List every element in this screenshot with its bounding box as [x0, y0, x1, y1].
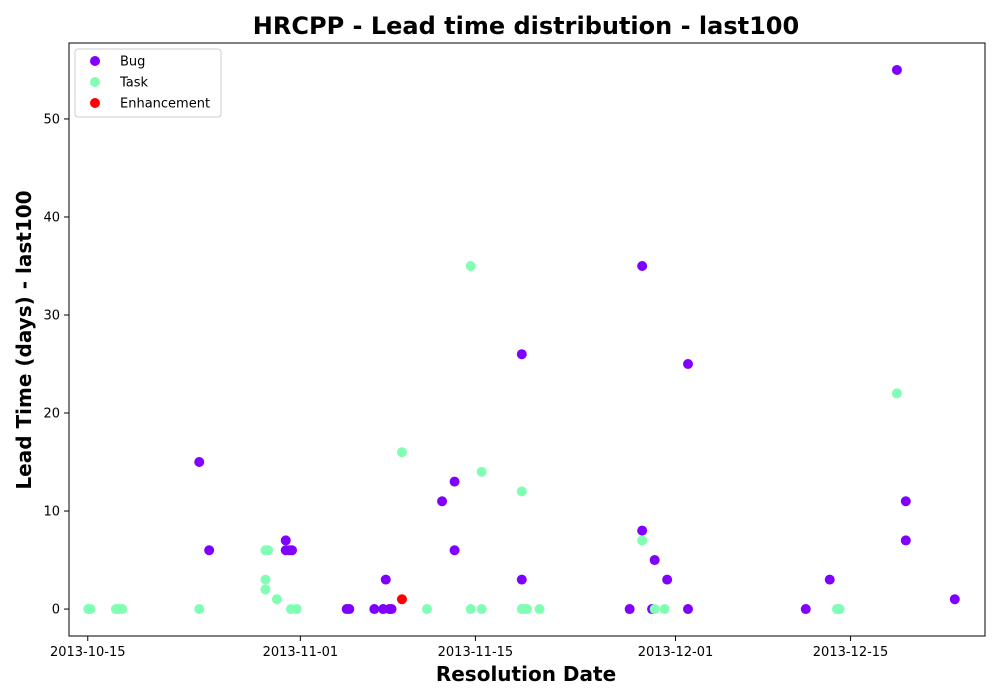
- bug-point: [637, 525, 648, 536]
- data-points: [83, 64, 960, 615]
- task-point: [117, 604, 128, 615]
- bug-point: [204, 545, 215, 556]
- legend-box: [74, 48, 222, 118]
- task-point: [260, 574, 271, 585]
- legend-marker-task: [90, 77, 100, 87]
- task-point: [637, 535, 648, 546]
- task-point: [522, 604, 532, 615]
- task-point: [465, 604, 476, 615]
- bug-point: [449, 476, 460, 487]
- bug-point: [683, 359, 694, 370]
- legend-label-bug: Bug: [120, 55, 145, 70]
- bug-point: [683, 604, 694, 615]
- task-point: [516, 486, 527, 497]
- task-point: [194, 604, 205, 615]
- y-tick-label: 50: [43, 112, 60, 127]
- task-point: [85, 604, 96, 615]
- bug-point: [949, 594, 960, 605]
- x-tick-label: 2013-10-15: [50, 645, 126, 660]
- task-point: [649, 604, 660, 615]
- x-tick-label: 2013-11-01: [263, 645, 339, 660]
- bug-point: [194, 457, 205, 468]
- y-tick-label: 10: [43, 505, 60, 520]
- bug-point: [437, 496, 448, 507]
- bug-point: [900, 535, 911, 546]
- x-axis-title: Resolution Date: [436, 662, 616, 686]
- bug-point: [449, 545, 460, 556]
- bug-point: [380, 574, 391, 585]
- bug-point: [824, 574, 835, 585]
- x-tick-label: 2013-12-15: [813, 645, 889, 660]
- enhancement-point: [396, 594, 407, 605]
- task-point: [476, 466, 487, 477]
- bug-point: [624, 604, 635, 615]
- bug-point: [369, 604, 380, 615]
- bug-point: [280, 535, 291, 546]
- y-tick-label: 0: [52, 603, 60, 618]
- x-tick-label: 2013-12-01: [638, 645, 714, 660]
- legend-marker-enhancement: [90, 98, 100, 108]
- y-axis-ticks: 0 10 20 30 40 50: [43, 112, 69, 618]
- x-tick-label: 2013-11-15: [438, 645, 514, 660]
- y-tick-label: 30: [43, 308, 60, 323]
- task-point: [476, 604, 487, 615]
- bug-point: [649, 555, 660, 566]
- bug-point: [386, 604, 397, 615]
- legend-label-enhancement: Enhancement: [120, 97, 210, 112]
- y-tick-label: 20: [43, 407, 60, 422]
- task-point: [260, 584, 271, 595]
- bug-point: [662, 574, 673, 585]
- chart-title: HRCPP - Lead time distribution - last100: [253, 12, 799, 40]
- legend-marker-bug: [90, 56, 100, 66]
- bug-point: [516, 574, 527, 585]
- plot-area-frame: [68, 42, 986, 637]
- task-point: [421, 604, 432, 615]
- bug-point: [287, 545, 298, 556]
- x-axis-ticks: 2013-10-15 2013-11-01 2013-11-15 2013-12-01…: [50, 636, 888, 660]
- y-axis-title: Lead Time (days) - last100: [12, 190, 36, 489]
- bug-point: [891, 64, 902, 75]
- y-tick-label: 40: [43, 210, 60, 225]
- bug-point: [516, 349, 527, 360]
- task-point: [396, 447, 407, 458]
- bug-point: [800, 604, 811, 615]
- task-point: [834, 604, 845, 615]
- legend-label-task: Task: [119, 76, 149, 91]
- task-point: [659, 604, 670, 615]
- task-point: [465, 260, 476, 271]
- task-point: [291, 604, 302, 615]
- task-point: [271, 594, 282, 605]
- bug-point: [637, 260, 648, 271]
- task-point: [891, 388, 902, 399]
- task-point: [534, 604, 545, 615]
- bug-point: [900, 496, 911, 507]
- task-point: [263, 545, 274, 556]
- legend: Bug Task Enhancement: [74, 48, 222, 118]
- bug-point: [344, 604, 355, 615]
